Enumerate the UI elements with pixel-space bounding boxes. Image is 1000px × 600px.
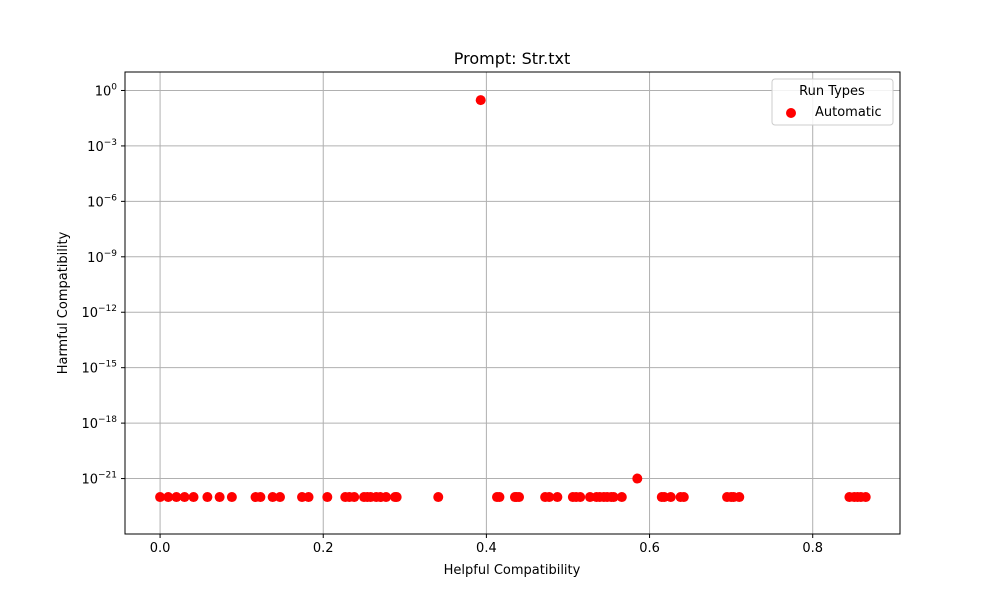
data-point [734,492,745,503]
data-point [179,492,190,503]
data-point [860,492,871,503]
data-point [202,492,213,503]
data-point [163,492,174,503]
data-point [267,492,278,503]
grid-lines [125,72,900,534]
data-point [349,492,360,503]
data-point [322,492,333,503]
legend-box [771,78,894,126]
x-tick-label: 0.6 [639,541,660,556]
x-tick-label: 0.4 [476,541,497,556]
data-point [632,473,643,484]
data-point [575,492,586,503]
y-tick-label: 10−3 [87,138,117,155]
data-point [678,492,689,503]
data-point [391,492,402,503]
x-axis-label: Helpful Compatibility [444,563,581,578]
legend-entry-automatic: Automatic [815,105,882,120]
x-tick-label: 0.2 [313,541,334,556]
data-point [214,492,225,503]
data-point [514,492,525,503]
chart-title: Prompt: Str.txt [454,49,571,68]
x-tick-label: 0.8 [802,541,823,556]
data-point [433,492,444,503]
data-point [255,492,266,503]
y-tick-label: 10−15 [81,360,117,377]
x-tick-label: 0.0 [150,541,171,556]
data-point [544,492,555,503]
y-tick-label: 10−12 [81,304,117,321]
data-point [303,492,314,503]
data-point [608,492,619,503]
data-point [665,492,676,503]
data-point [616,492,627,503]
x-axis-ticks: 0.0 0.2 0.4 0.6 0.8 [150,534,823,556]
y-tick-label: 10−6 [87,193,117,210]
y-axis-ticks: 100 10−3 10−6 10−9 10−12 10−15 10−18 10−21 [81,82,125,488]
legend: Run Types Automatic [771,78,894,126]
y-tick-label: 10−21 [81,471,117,488]
data-point [475,95,486,106]
data-point [552,492,563,503]
y-tick-label: 10−18 [81,415,117,432]
data-point [155,492,166,503]
y-axis-label: Harmful Compatibility [56,231,71,374]
data-point [171,492,182,503]
y-tick-label: 10−9 [87,249,117,266]
data-point [275,492,285,503]
legend-marker-automatic [786,108,796,118]
data-point [494,492,505,503]
y-tick-label: 100 [95,82,118,99]
plot-area [124,71,901,535]
data-points [155,95,871,503]
data-point [226,492,237,503]
legend-title: Run Types [799,84,865,99]
data-point [381,492,392,503]
data-point [188,492,199,503]
